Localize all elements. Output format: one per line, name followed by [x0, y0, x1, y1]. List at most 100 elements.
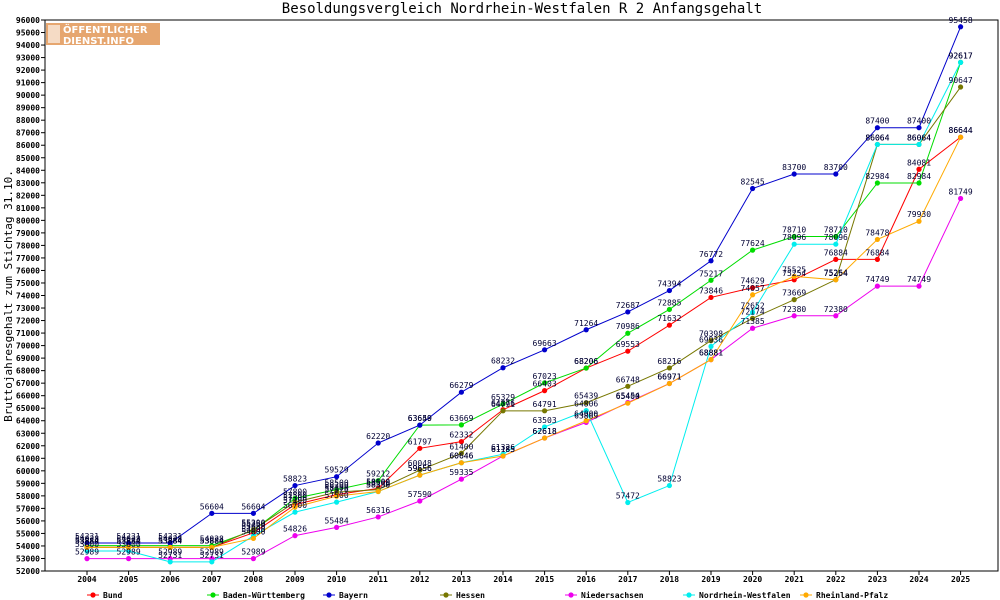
data-label: 87400: [907, 117, 931, 126]
y-tick-label: 60000: [16, 467, 40, 476]
y-tick-label: 88000: [16, 116, 40, 125]
y-tick-label: 87000: [16, 129, 40, 138]
data-point: [250, 556, 256, 562]
data-label: 70398: [699, 330, 723, 339]
data-point: [500, 453, 506, 459]
data-point: [583, 400, 589, 406]
y-tick-label: 71000: [16, 329, 40, 338]
data-label: 83700: [824, 163, 848, 172]
legend-marker: [210, 592, 216, 598]
data-label: 53884: [158, 536, 182, 545]
data-label: 52731: [158, 551, 182, 560]
x-axis-ticks: 2004 2005 2006 2007 2008 2009 2010 2011 2012 2013…: [77, 571, 970, 584]
data-label: 74629: [741, 277, 765, 286]
data-point: [958, 59, 964, 65]
data-label: 64000: [574, 410, 598, 419]
data-point: [167, 559, 173, 565]
x-tick-label: 2009: [285, 575, 304, 584]
data-label: 72687: [616, 301, 640, 310]
data-label: 65439: [574, 392, 598, 401]
data-label: 56316: [366, 506, 390, 515]
data-label: 81749: [949, 187, 973, 196]
data-point: [375, 478, 381, 484]
data-point: [833, 277, 839, 283]
data-point: [958, 24, 964, 30]
data-point: [542, 380, 548, 386]
data-point: [791, 313, 797, 319]
x-tick-label: 2023: [868, 575, 887, 584]
data-label: 70986: [616, 322, 640, 331]
data-label: 57472: [616, 491, 640, 500]
y-tick-label: 74000: [16, 292, 40, 301]
data-point: [708, 294, 714, 301]
data-point: [126, 548, 132, 554]
x-tick-label: 2007: [202, 575, 221, 584]
data-point: [84, 540, 90, 546]
data-point: [666, 482, 673, 489]
data-label: 59529: [325, 466, 349, 475]
data-point: [209, 510, 215, 516]
data-point: [167, 540, 173, 546]
data-label: 75217: [699, 269, 723, 278]
x-tick-label: 2012: [410, 575, 429, 584]
data-label: 75525: [782, 265, 806, 274]
data-point: [750, 247, 756, 253]
data-point: [542, 435, 548, 441]
data-point: [750, 315, 756, 321]
data-point: [625, 383, 631, 389]
x-tick-label: 2015: [535, 575, 554, 584]
data-point: [750, 325, 756, 331]
x-tick-label: 2004: [77, 575, 96, 584]
y-tick-label: 82000: [16, 191, 40, 200]
data-label: 59656: [408, 464, 432, 473]
data-point: [417, 498, 423, 504]
data-label: 58300: [325, 481, 349, 490]
x-tick-label: 2010: [327, 575, 346, 584]
data-point: [833, 241, 839, 247]
x-tick-label: 2005: [119, 575, 138, 584]
data-point: [625, 499, 631, 506]
data-label: 65454: [616, 392, 640, 401]
y-tick-label: 83000: [16, 179, 40, 188]
data-label: 74394: [657, 280, 681, 289]
data-label: 53884: [117, 536, 141, 545]
y-tick-label: 77000: [16, 254, 40, 263]
y-tick-label: 73000: [16, 304, 40, 313]
data-point: [542, 388, 548, 394]
data-label: 71632: [657, 314, 681, 323]
data-point: [292, 495, 298, 501]
data-point: [625, 348, 631, 354]
data-label: 92617: [949, 51, 973, 60]
data-point: [916, 283, 922, 289]
data-label: 75254: [824, 269, 848, 278]
data-label: 78710: [824, 226, 848, 235]
y-tick-label: 67000: [16, 379, 40, 388]
y-tick-label: 91000: [16, 79, 40, 88]
data-label: 58500: [366, 479, 390, 488]
data-label: 64791: [533, 400, 557, 409]
series-line: [87, 62, 962, 547]
data-label: 77624: [741, 239, 765, 248]
data-label: 61185: [491, 445, 515, 454]
x-tick-label: 2011: [369, 575, 388, 584]
y-tick-label: 70000: [16, 342, 40, 351]
data-point: [250, 527, 256, 533]
data-point: [750, 309, 756, 315]
data-point: [375, 488, 381, 495]
legend-label: Bayern: [339, 591, 368, 600]
data-point: [750, 292, 756, 298]
logo-badge: [46, 23, 160, 45]
data-point: [334, 493, 340, 499]
data-label: 59335: [449, 468, 473, 477]
data-label: 58500: [325, 479, 349, 488]
y-tick-label: 61000: [16, 454, 40, 463]
data-point: [250, 510, 256, 516]
data-label: 53884: [117, 536, 141, 545]
data-point: [666, 380, 673, 387]
data-point: [625, 330, 631, 336]
data-point: [209, 544, 215, 551]
data-label: 56604: [241, 502, 265, 511]
data-point: [458, 422, 464, 428]
data-label: 76884: [824, 248, 848, 257]
data-label: 58100: [325, 484, 349, 493]
